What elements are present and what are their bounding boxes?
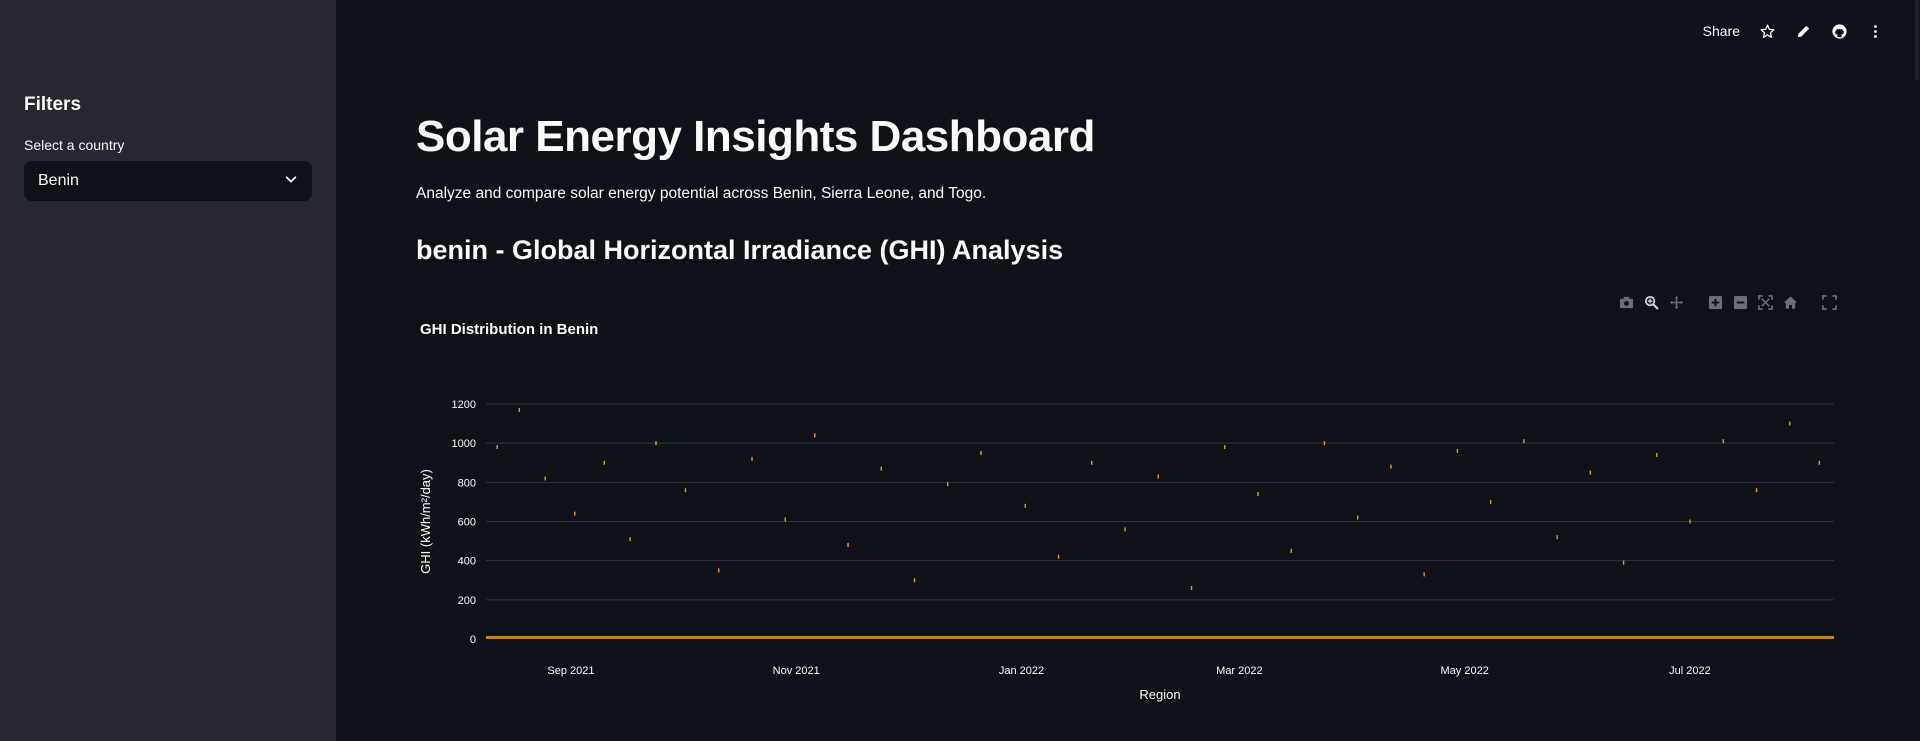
data-point [1789,421,1791,426]
zoom-in-icon[interactable] [1707,294,1724,311]
data-point [544,476,546,481]
data-point [1456,449,1459,453]
data-point [718,568,720,573]
y-tick-label: 1000 [452,438,476,450]
data-point [1689,519,1691,524]
home-icon[interactable] [1782,294,1799,311]
data-point [947,482,949,487]
x-tick-label: Sep 2021 [547,665,594,677]
data-point [1423,572,1425,577]
data-point [980,450,982,455]
data-point [880,466,882,471]
pan-icon[interactable] [1668,294,1685,311]
y-tick-label: 0 [470,634,476,646]
data-point [1390,464,1392,469]
data-point [1589,470,1592,475]
data-point [1656,452,1658,457]
country-select[interactable]: Benin [24,161,312,201]
data-point [751,456,753,461]
baseline-points [486,636,1834,639]
x-tick-label: Mar 2022 [1216,665,1262,677]
y-tick-label: 400 [458,556,476,568]
data-point [1556,535,1558,540]
data-point [1356,515,1359,520]
fullscreen-icon[interactable] [1821,294,1838,311]
app-toolbar: Share [1703,22,1884,40]
y-tick-label: 1200 [452,399,476,411]
country-select-value: Benin [38,172,79,189]
data-point [603,460,605,465]
x-tick-label: Jul 2022 [1669,665,1711,677]
country-select-label: Select a country [24,137,125,153]
chart-modebar [1618,294,1838,311]
data-point [814,433,816,438]
data-point [518,407,521,412]
x-tick-label: May 2022 [1441,665,1489,677]
data-point [1257,492,1259,497]
camera-icon[interactable] [1618,294,1635,311]
data-point [496,445,498,450]
data-point [629,537,631,542]
data-point [1489,499,1492,504]
share-button[interactable]: Share [1702,23,1740,39]
data-point [1818,460,1821,465]
chevron-down-icon [284,172,298,191]
y-tick-label: 800 [458,477,476,489]
y-tick-label: 200 [458,595,476,607]
data-point [847,543,849,547]
sidebar: Filters Select a country Benin [0,0,336,741]
data-point [1091,460,1093,465]
data-point [1057,554,1060,559]
data-point [684,488,687,493]
data-point [574,511,576,516]
sidebar-heading: Filters [24,94,82,115]
page-title: Solar Energy Insights Dashboard [416,112,1095,161]
y-axis-title: GHI (kWh/m²/day) [418,469,433,574]
autoscale-icon[interactable] [1757,294,1774,311]
data-point [1157,474,1159,479]
data-point [1024,503,1026,508]
data-point [1755,488,1758,493]
zoom-icon[interactable] [1643,294,1660,311]
data-point [1722,439,1725,444]
section-title: benin - Global Horizontal Irradiance (GH… [416,235,1064,265]
data-point [1323,441,1326,446]
data-point [1290,548,1292,553]
data-point [784,517,786,522]
data-point [913,578,916,583]
data-point [1124,527,1126,532]
star-icon[interactable] [1758,22,1776,40]
scrollbar[interactable] [1914,0,1920,741]
data-point [655,441,657,446]
page-subtitle: Analyze and compare solar energy potenti… [416,185,987,202]
x-tick-label: Nov 2021 [773,665,820,677]
github-icon[interactable] [1830,22,1848,40]
pencil-icon[interactable] [1794,22,1812,40]
chart-title: GHI Distribution in Benin [420,321,599,338]
ghi-scatter-chart[interactable]: 0 200 400 600 800 1000 1200 Sep 2021 Nov 2021 Ja… [400,380,1860,720]
data-point [1622,560,1625,565]
data-point [1190,586,1193,591]
data-point [1523,439,1525,444]
more-vertical-icon[interactable] [1866,22,1884,40]
data-point [1224,445,1226,450]
x-axis-title: Region [1139,687,1180,702]
zoom-out-icon[interactable] [1732,294,1749,311]
x-tick-label: Jan 2022 [999,665,1044,677]
y-tick-label: 600 [458,517,476,529]
